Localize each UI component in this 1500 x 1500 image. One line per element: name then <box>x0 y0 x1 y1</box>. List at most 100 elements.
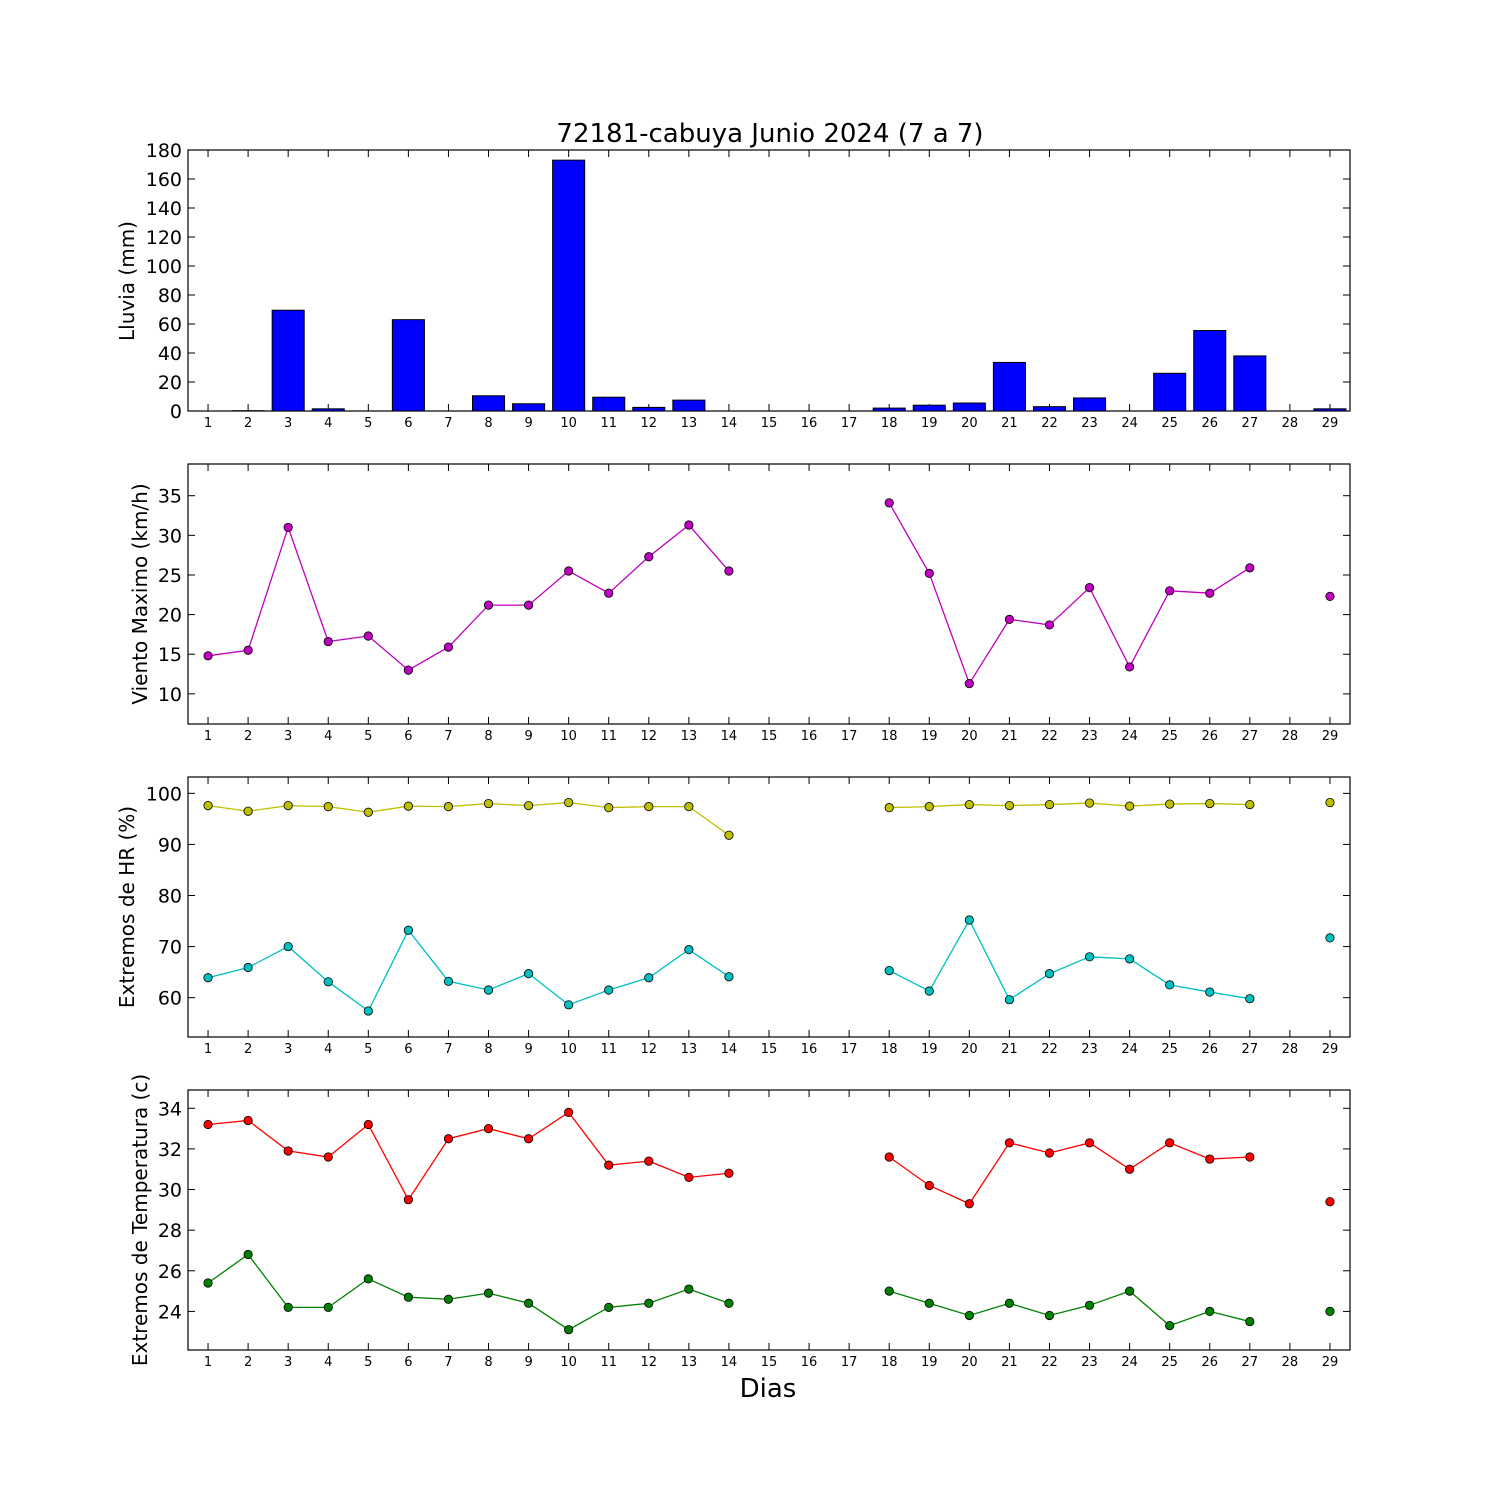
rainfall-bar <box>1193 330 1227 412</box>
temperature-xtick-label: 22 <box>1041 1355 1058 1370</box>
temperature-series-1-point <box>1165 1321 1175 1331</box>
humidity-xtick-label: 11 <box>600 1042 617 1057</box>
temperature-series-1-line <box>889 1290 1250 1327</box>
humidity-xtick-label: 29 <box>1322 1042 1339 1057</box>
humidity-ytick-label: 100 <box>146 783 182 805</box>
temperature-series-0-point <box>283 1146 293 1156</box>
temperature-xtick-label: 26 <box>1201 1355 1218 1370</box>
humidity-series-1-point <box>323 977 333 987</box>
rainfall-ytick-label: 60 <box>158 314 182 336</box>
humidity-series-1-point <box>523 969 534 979</box>
humidity-series-0-point <box>1004 801 1015 811</box>
humidity-series-0-point <box>443 802 454 812</box>
temperature-series-1-point <box>203 1278 213 1288</box>
temperature-series-0-point <box>1245 1152 1255 1162</box>
humidity-series-1-point <box>1084 952 1095 962</box>
rainfall-bar <box>1032 406 1067 412</box>
temperature-series-0-point <box>1084 1138 1095 1148</box>
wind-series-0-point <box>403 665 413 675</box>
humidity-series-0-point <box>724 830 734 840</box>
temperature-xtick-label: 1 <box>204 1355 212 1370</box>
wind-series-0-point <box>1004 614 1015 624</box>
humidity-series-0-point <box>1125 801 1135 811</box>
humidity-series-1-line <box>207 929 730 1012</box>
temperature-series-0-point <box>1165 1138 1175 1148</box>
temperature-series-1-point <box>283 1302 293 1312</box>
temperature-ytick-label: 34 <box>158 1098 182 1120</box>
x-axis-label: Dias <box>740 1374 797 1404</box>
rainfall-bar <box>1153 372 1187 412</box>
humidity-series-0-point <box>523 801 534 811</box>
temperature-xtick-label: 28 <box>1282 1355 1299 1370</box>
wind-series-0-point <box>564 566 574 576</box>
rainfall-bar <box>912 404 946 412</box>
temperature-series-1-point <box>443 1294 454 1304</box>
humidity-series-1-point <box>243 962 253 973</box>
humidity-series-0-point <box>564 797 574 808</box>
wind-xtick-label: 1 <box>204 729 212 744</box>
wind-series-0-point <box>1325 591 1335 601</box>
humidity-xtick-label: 10 <box>560 1042 577 1057</box>
humidity-xtick-label: 28 <box>1282 1042 1299 1057</box>
humidity-series-1-point <box>483 985 494 995</box>
temperature-series-1-point <box>1325 1306 1335 1317</box>
rainfall-xtick-label: 22 <box>1041 416 1058 431</box>
rainfall-bar <box>271 309 305 412</box>
rainfall-xtick-label: 19 <box>921 416 938 431</box>
temperature-series-0-point <box>443 1134 454 1144</box>
rainfall-ytick-label: 100 <box>146 256 182 278</box>
humidity-xtick-label: 18 <box>881 1042 898 1057</box>
wind-series-0-point <box>604 588 614 598</box>
wind-series-0-point <box>924 568 934 578</box>
temperature-ytick-label: 28 <box>158 1220 182 1242</box>
humidity-xtick-label: 5 <box>364 1042 372 1057</box>
wind-series-0-line <box>207 524 730 671</box>
wind-xtick-label: 15 <box>761 729 778 744</box>
rainfall-bar <box>311 408 345 412</box>
temperature-series-1-point <box>363 1274 373 1284</box>
humidity-series-0-point <box>1325 797 1335 808</box>
humidity-ytick-label: 80 <box>158 886 182 908</box>
temperature-series-1-point <box>884 1286 894 1296</box>
wind-xtick-label: 26 <box>1201 729 1218 744</box>
rainfall-bar <box>552 159 586 412</box>
humidity-series-0-point <box>684 802 694 812</box>
temperature-xtick-label: 29 <box>1322 1355 1339 1370</box>
rainfall-xtick-label: 21 <box>1001 416 1018 431</box>
temperature-xtick-label: 10 <box>560 1355 577 1370</box>
temperature-xtick-label: 25 <box>1161 1355 1178 1370</box>
temperature-series-0-point <box>243 1115 253 1126</box>
humidity-series-1-point <box>1125 954 1135 964</box>
humidity-series-0-point <box>1044 799 1055 810</box>
temperature-series-0-point <box>483 1123 494 1134</box>
humidity-xtick-label: 8 <box>484 1042 492 1057</box>
rainfall-bar <box>1313 408 1347 412</box>
temperature-xtick-label: 14 <box>721 1355 738 1370</box>
humidity-series-1-point <box>1044 969 1055 979</box>
humidity-series-1-point <box>1165 980 1175 990</box>
rainfall-ytick-label: 120 <box>146 227 182 249</box>
rainfall-bar <box>592 396 626 412</box>
wind-ytick-label: 30 <box>158 525 182 547</box>
rainfall-xtick-label: 4 <box>324 416 332 431</box>
temperature-xtick-label: 20 <box>961 1355 978 1370</box>
temperature-series-1-point <box>684 1284 694 1294</box>
wind-xtick-label: 25 <box>1161 729 1178 744</box>
humidity-series-0-point <box>243 806 253 816</box>
wind-xtick-label: 29 <box>1322 729 1339 744</box>
temperature-series-1-point <box>644 1298 654 1308</box>
rainfall-xtick-label: 12 <box>641 416 658 431</box>
temperature-series-1-point <box>1245 1316 1255 1327</box>
humidity-xtick-label: 13 <box>681 1042 698 1057</box>
wind-series-0-point <box>443 642 454 652</box>
rainfall-ylabel: Lluvia (mm) <box>115 221 139 341</box>
humidity-series-0-line <box>207 801 730 836</box>
temperature-series-1-point <box>924 1298 934 1308</box>
temperature-series-0-point <box>203 1119 213 1130</box>
wind-series-0-point <box>644 552 654 562</box>
humidity-series-1-point <box>564 1000 574 1010</box>
rainfall-xtick-label: 5 <box>364 416 372 431</box>
